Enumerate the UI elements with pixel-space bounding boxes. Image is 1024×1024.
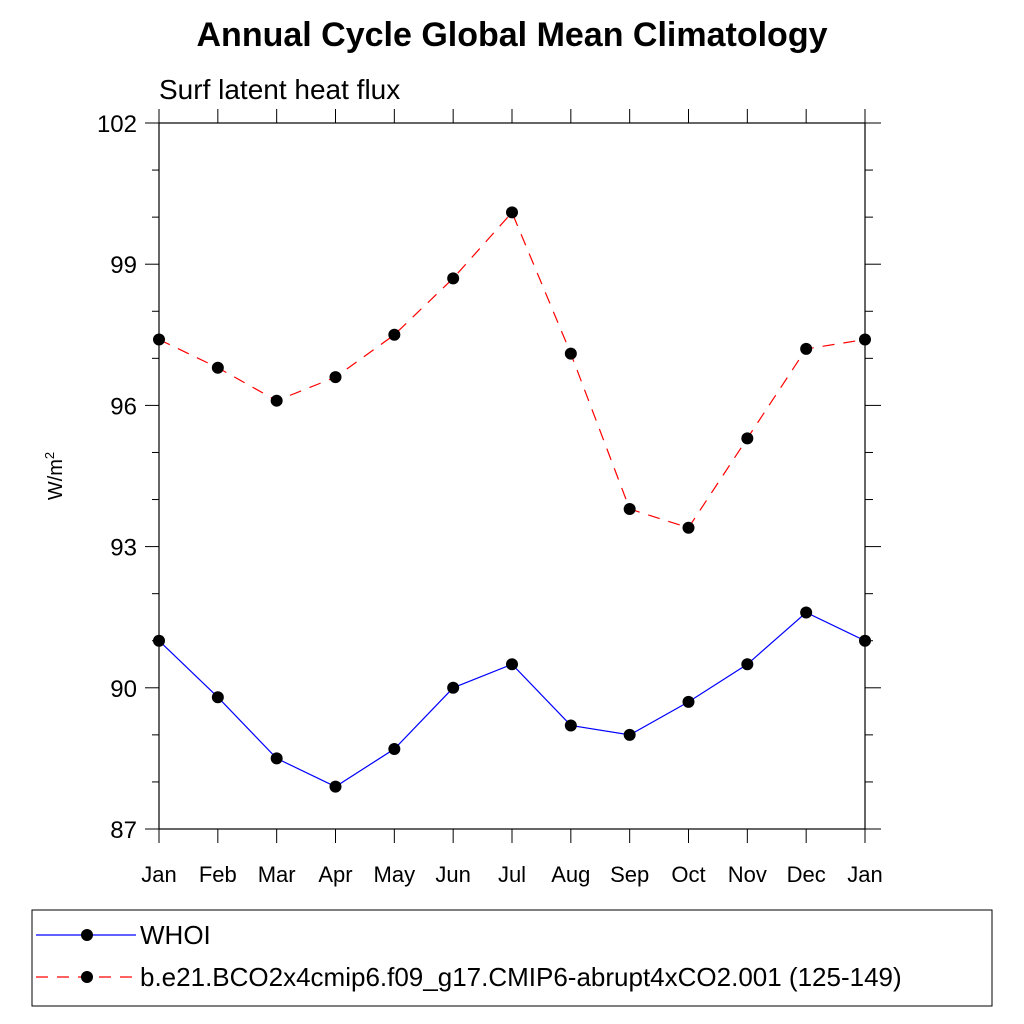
series-1-point — [506, 206, 518, 219]
x-tick-label: Apr — [318, 862, 352, 887]
series-0-point — [153, 634, 165, 647]
chart-subtitle: Surf latent heat flux — [159, 74, 400, 105]
x-tick-label: Sep — [610, 862, 649, 887]
chart-title: Annual Cycle Global Mean Climatology — [197, 16, 828, 54]
series-0-point — [682, 695, 695, 708]
x-tick-label: Feb — [199, 862, 237, 887]
y-tick-label: 96 — [110, 393, 137, 420]
y-axis-label-text: W/m — [45, 459, 67, 500]
y-axis-label-superscript: 2 — [42, 452, 57, 459]
series-1-point — [211, 361, 224, 374]
series-1-point — [153, 333, 165, 346]
series-1-point — [270, 394, 283, 407]
y-axis: 87 90 93 96 99 102 — [97, 111, 881, 844]
series-line-1 — [158, 211, 866, 529]
x-tick-label: Nov — [728, 862, 767, 887]
series-layer — [153, 206, 871, 793]
series-1-point — [388, 328, 401, 341]
plot-frame — [158, 122, 866, 830]
legend: WHOI b.e21.BCO2x4cmip6.f09_g17.CMIP6-abr… — [31, 909, 993, 1007]
series-1-point — [741, 432, 754, 445]
legend-marker-cesm — [81, 971, 93, 983]
series-0-point — [564, 719, 577, 732]
series-1-point — [329, 371, 342, 384]
series-1-point — [623, 502, 636, 515]
legend-label-whoi: WHOI — [140, 920, 211, 950]
legend-label-cesm: b.e21.BCO2x4cmip6.f09_g17.CMIP6-abrupt4x… — [140, 962, 902, 992]
series-0-point — [800, 606, 813, 619]
series-0-point — [741, 658, 754, 671]
x-tick-label: Mar — [258, 862, 296, 887]
series-1-point — [564, 347, 577, 360]
series-line-0 — [158, 611, 866, 788]
y-tick-label: 90 — [110, 676, 137, 703]
y-tick-label: 93 — [110, 535, 137, 562]
x-tick-label: Aug — [551, 862, 590, 887]
series-0-point — [211, 691, 224, 704]
series-1-point — [447, 272, 460, 285]
x-tick-label: May — [374, 862, 416, 887]
series-0-point — [506, 658, 518, 671]
x-axis: Jan Feb Mar Apr May Jun Jul Aug Sep Oct Nov Dec Jan — [141, 109, 883, 887]
x-tick-label: Dec — [787, 862, 826, 887]
series-0-point — [388, 742, 401, 755]
legend-marker-whoi — [81, 929, 93, 941]
legend-box — [31, 909, 993, 1007]
series-0-point — [270, 752, 283, 765]
y-axis-label: W/m2 — [42, 452, 67, 500]
x-tick-label: Jan — [141, 862, 176, 887]
series-0-point — [329, 780, 342, 793]
series-0-point — [859, 634, 871, 647]
x-tick-label: Jun — [435, 862, 470, 887]
y-tick-label: 102 — [97, 111, 137, 138]
series-1-point — [800, 342, 813, 355]
x-tick-label: Jul — [498, 862, 526, 887]
y-tick-label: 87 — [110, 817, 137, 844]
series-1-point — [859, 333, 871, 346]
series-0-point — [623, 728, 636, 741]
series-0-point — [447, 681, 460, 694]
y-tick-label: 99 — [110, 252, 137, 279]
series-1-point — [682, 521, 695, 534]
x-tick-label: Jan — [847, 862, 882, 887]
x-tick-label: Oct — [671, 862, 705, 887]
